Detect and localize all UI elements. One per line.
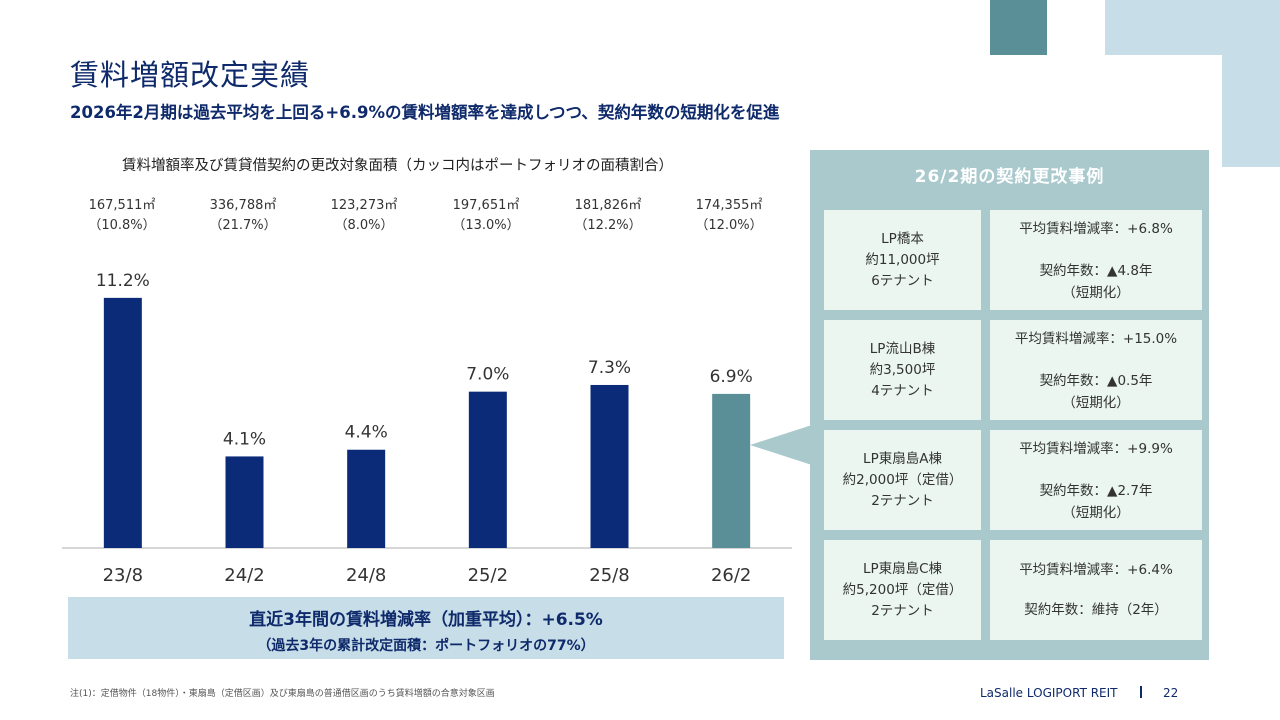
case-result: 平均賃料増減率：+9.9% 契約年数：▲2.7年 （短期化）	[990, 430, 1202, 530]
area-label: 167,511㎡ （10.8%）	[62, 196, 182, 236]
bar-23-8	[103, 297, 142, 548]
property-size: 約11,000坪	[865, 251, 940, 268]
rent-change-rate: 平均賃料増減率：+9.9%	[1019, 441, 1173, 457]
area-ratio: （10.8%）	[88, 218, 156, 233]
bar-value-label: 7.3%	[588, 358, 631, 378]
x-tick-label: 24/8	[346, 565, 386, 586]
tenant-count: 6テナント	[871, 272, 934, 289]
area-ratio: （12.2%）	[574, 218, 642, 233]
x-tick-label: 24/2	[224, 565, 264, 586]
contract-note: （短期化）	[1062, 505, 1130, 521]
area-label: 181,826㎡ （12.2%）	[548, 196, 668, 236]
case-result: 平均賃料増減率：+6.4% 契約年数：維持（2年）	[990, 540, 1202, 640]
decorative-block-light-2	[1222, 55, 1280, 167]
area-value: 174,355㎡	[695, 198, 763, 213]
property-name: LP東扇島A棟	[863, 450, 942, 467]
case-row: LP流山B棟 約3,500坪 4テナント 平均賃料増減率：+15.0% 契約年数…	[824, 320, 1202, 420]
contract-years: 契約年数：維持（2年）	[1024, 602, 1168, 618]
summary-main: 直近3年間の賃料増減率（加重平均）：+6.5%	[249, 610, 603, 630]
area-ratio: （13.0%）	[452, 218, 520, 233]
property-name: LP東扇島C棟	[862, 560, 943, 577]
footnote: 注(1)：定借物件（18物件）・東扇島（定借区画）及び東扇島の普通借区画のうち賃…	[70, 689, 495, 699]
case-property: LP東扇島A棟 約2,000坪（定借） 2テナント	[824, 430, 981, 530]
x-tick-label: 25/2	[468, 565, 508, 586]
chart-title: 賃料増額率及び賃貸借契約の更改対象面積（カッコ内はポートフォリオの面積割合）	[122, 158, 673, 174]
case-property: LP橋本 約11,000坪 6テナント	[824, 210, 981, 310]
area-value: 123,273㎡	[330, 198, 398, 213]
bar-value-label: 6.9%	[710, 367, 753, 387]
callout-pointer	[750, 425, 812, 465]
area-value: 181,826㎡	[574, 198, 642, 213]
rent-change-rate: 平均賃料増減率：+6.8%	[1019, 221, 1173, 237]
area-label: 197,651㎡ （13.0%）	[426, 196, 546, 236]
x-tick-label: 23/8	[103, 565, 143, 586]
case-result: 平均賃料増減率：+6.8% 契約年数：▲4.8年 （短期化）	[990, 210, 1202, 310]
area-value: 167,511㎡	[88, 198, 156, 213]
decorative-block-teal	[990, 0, 1047, 55]
area-ratio: （21.7%）	[209, 218, 277, 233]
page-subtitle: 2026年2月期は過去平均を上回る+6.9%の賃料増額率を達成しつつ、契約年数の…	[70, 103, 780, 122]
bar-value-label: 7.0%	[466, 365, 509, 385]
page-number: 22	[1163, 686, 1179, 700]
property-size: 約2,000坪（定借）	[842, 471, 963, 488]
x-tick-label: 26/2	[711, 565, 751, 586]
tenant-count: 2テナント	[871, 492, 934, 509]
decorative-block-light	[1105, 0, 1280, 55]
property-size: 約5,200坪（定借）	[842, 581, 963, 598]
bar-24-2	[225, 456, 264, 548]
area-label: 336,788㎡ （21.7%）	[183, 196, 303, 236]
cases-header: 26/2期の契約更改事例	[914, 166, 1105, 187]
case-result: 平均賃料増減率：+15.0% 契約年数：▲0.5年 （短期化）	[990, 320, 1202, 420]
page-title: 賃料増額改定実績	[70, 58, 311, 92]
bar-value-label: 4.4%	[345, 423, 388, 443]
contract-note: （短期化）	[1062, 395, 1130, 411]
area-ratio: （8.0%）	[334, 218, 394, 233]
property-size: 約3,500坪	[869, 361, 936, 378]
footer-divider	[1140, 686, 1142, 698]
bar-value-label: 11.2%	[96, 271, 150, 291]
case-row: LP東扇島C棟 約5,200坪（定借） 2テナント 平均賃料増減率：+6.4% …	[824, 540, 1202, 640]
contract-years: 契約年数：▲0.5年	[1039, 373, 1153, 389]
property-name: LP流山B棟	[869, 340, 936, 357]
case-property: LP東扇島C棟 約5,200坪（定借） 2テナント	[824, 540, 981, 640]
bar-26-2	[712, 393, 751, 548]
area-label: 123,273㎡ （8.0%）	[304, 196, 424, 236]
area-label: 174,355㎡ （12.0%）	[669, 196, 789, 236]
area-ratio: （12.0%）	[695, 218, 763, 233]
case-row: LP東扇島A棟 約2,000坪（定借） 2テナント 平均賃料増減率：+9.9% …	[824, 430, 1202, 530]
tenant-count: 4テナント	[871, 382, 934, 399]
rent-change-rate: 平均賃料増減率：+6.4%	[1019, 562, 1173, 578]
summary-sub: （過去3年の累計改定面積：ポートフォリオの77%）	[257, 638, 595, 654]
bar-25-8	[590, 384, 629, 548]
property-name: LP橋本	[881, 230, 924, 247]
area-value: 197,651㎡	[452, 198, 520, 213]
rent-increase-bar-chart: 11.2% 23/8 4.1% 24/2 4.4% 24/8 7.0% 25/2 7.3% 25/…	[62, 271, 792, 586]
tenant-count: 2テナント	[871, 602, 934, 619]
case-row: LP橋本 約11,000坪 6テナント 平均賃料増減率：+6.8% 契約年数：▲…	[824, 210, 1202, 310]
brand-name: LaSalle LOGIPORT REIT	[980, 686, 1118, 700]
renewal-cases-panel: 26/2期の契約更改事例 LP橋本 約11,000坪 6テナント 平均賃料増減率…	[810, 150, 1209, 660]
rent-change-rate: 平均賃料増減率：+15.0%	[1014, 331, 1178, 347]
case-property: LP流山B棟 約3,500坪 4テナント	[824, 320, 981, 420]
bar-24-8	[347, 449, 386, 548]
x-tick-label: 25/8	[589, 565, 629, 586]
contract-years: 契約年数：▲4.8年	[1039, 263, 1153, 279]
bar-25-2	[468, 391, 507, 548]
contract-years: 契約年数：▲2.7年	[1039, 483, 1153, 499]
summary-box: 直近3年間の賃料増減率（加重平均）：+6.5% （過去3年の累計改定面積：ポート…	[68, 597, 784, 659]
contract-note: （短期化）	[1062, 285, 1130, 301]
area-value: 336,788㎡	[209, 198, 277, 213]
bar-value-label: 4.1%	[223, 429, 266, 449]
